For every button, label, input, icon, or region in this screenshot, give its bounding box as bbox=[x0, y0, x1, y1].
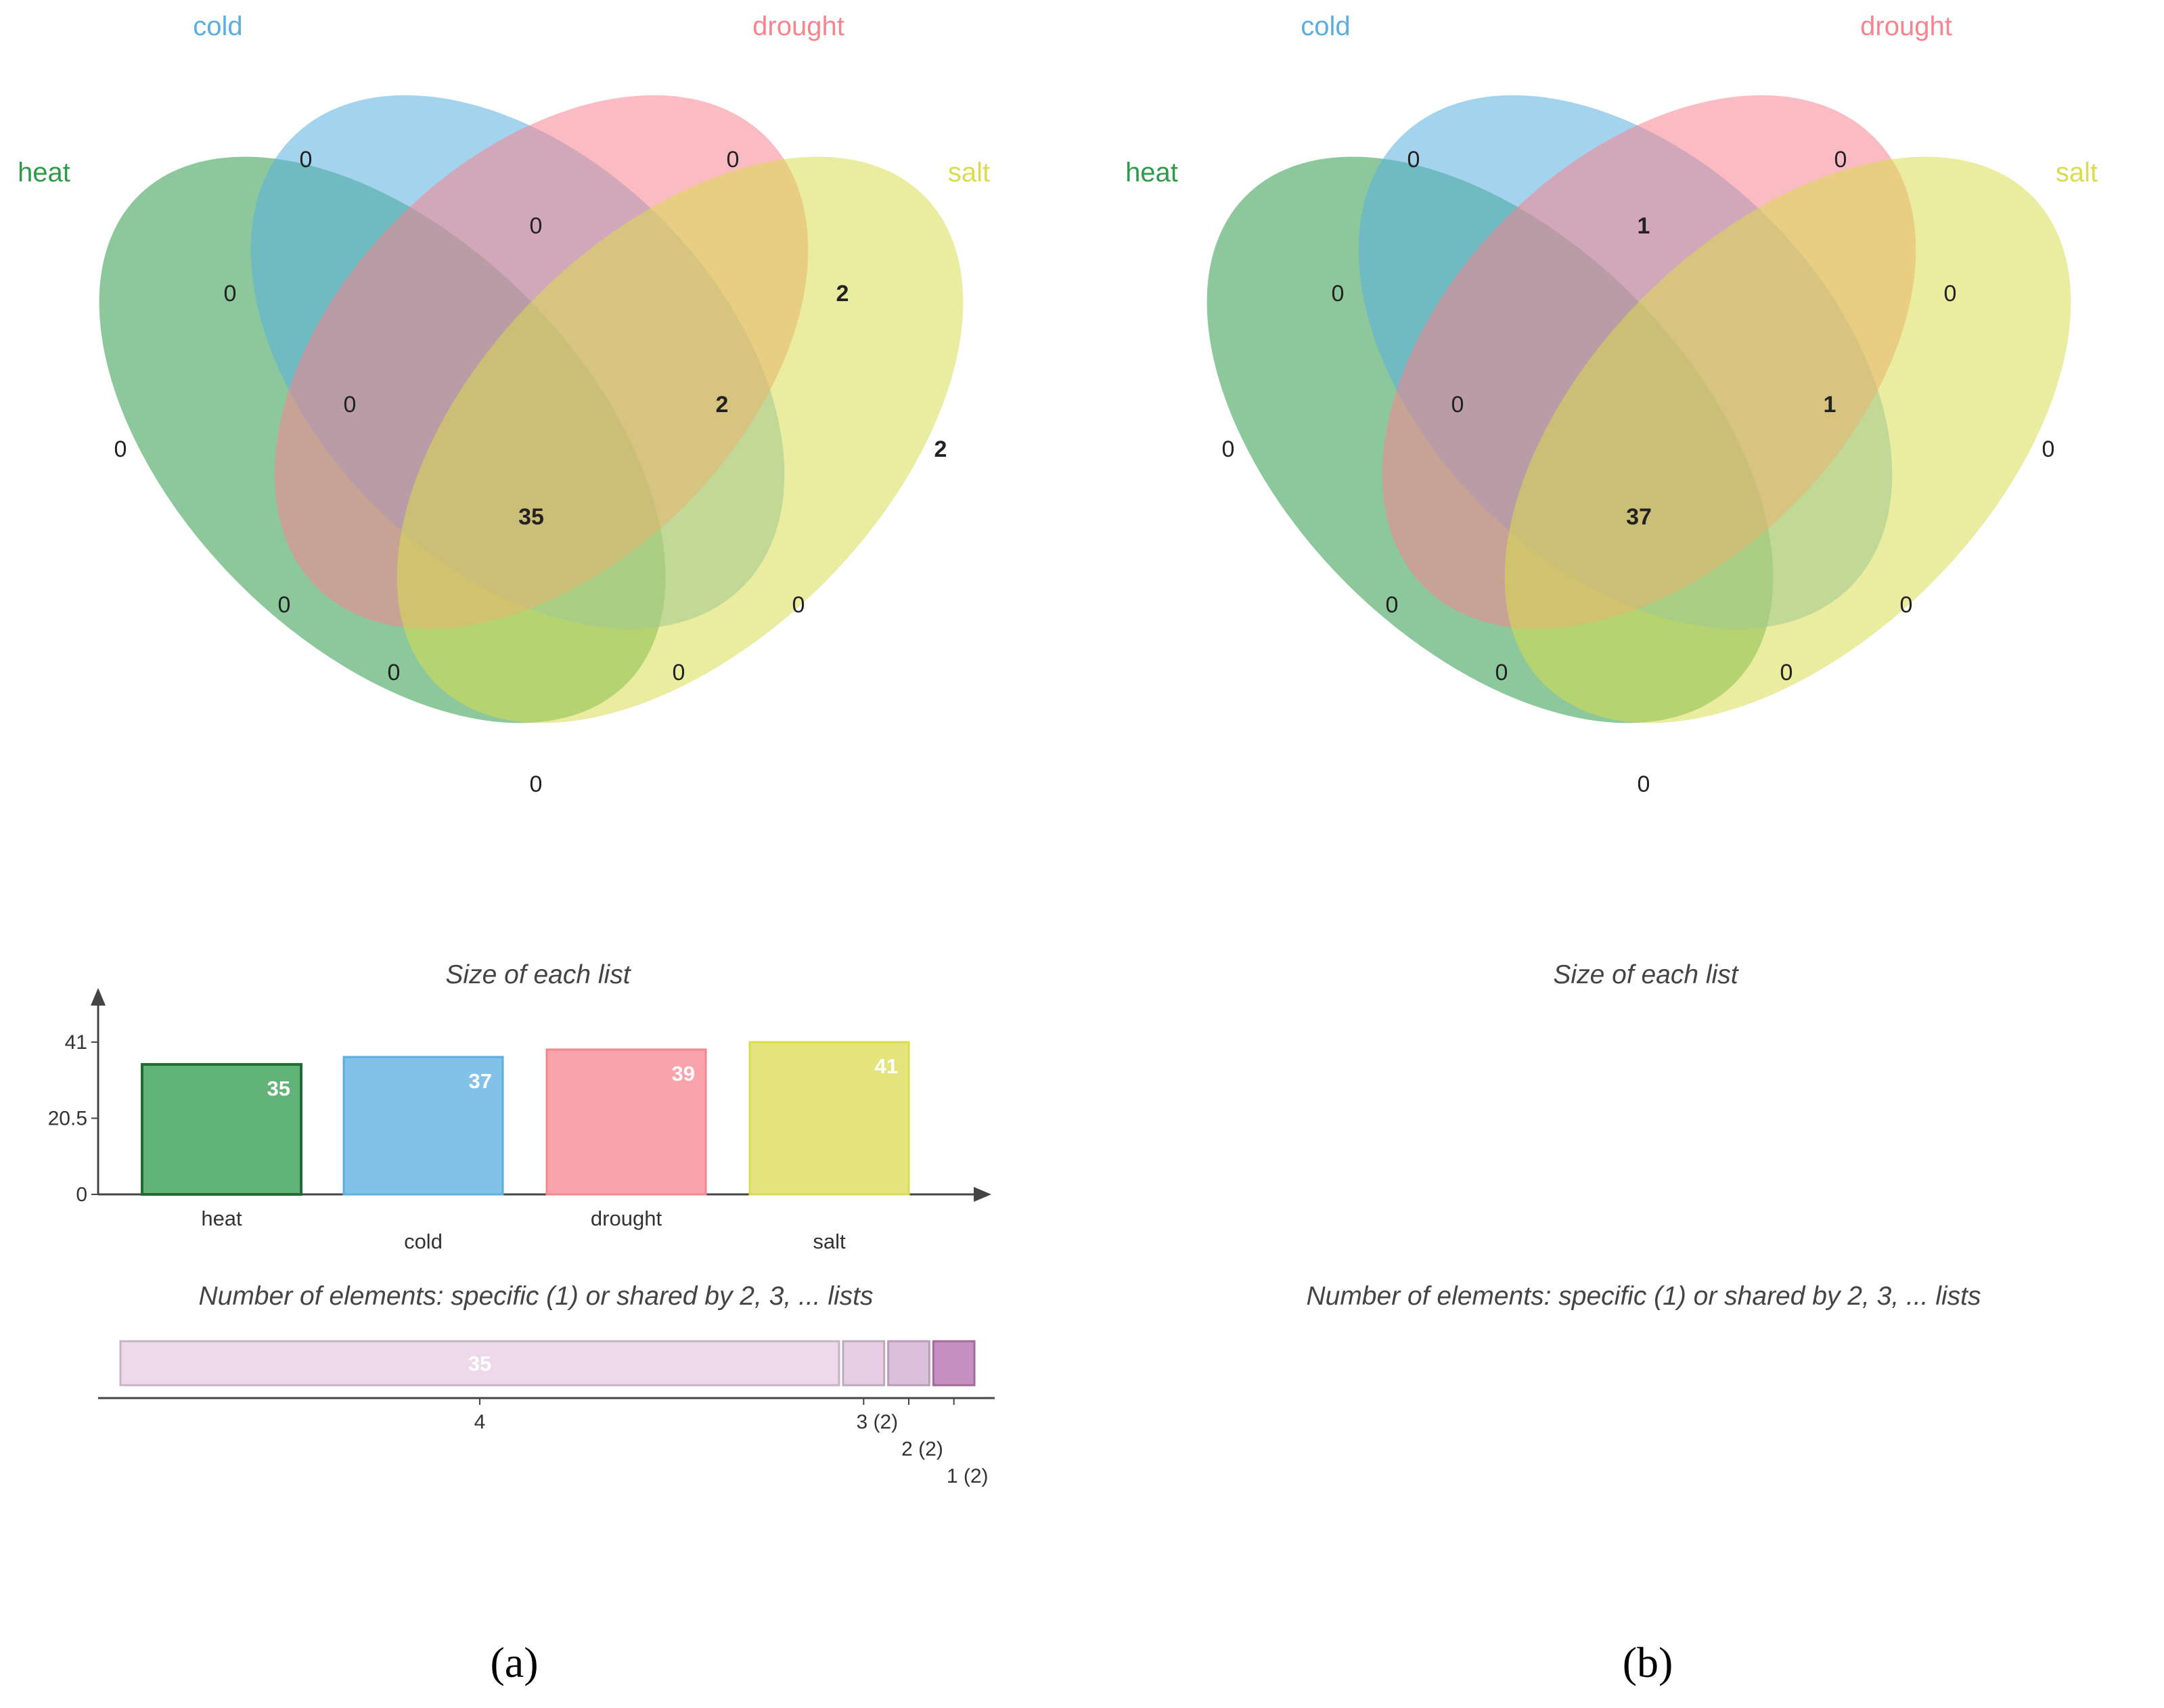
region-count-heat-drought-salt: 0 bbox=[1495, 660, 1508, 686]
region-count-heat-drought-salt: 0 bbox=[388, 660, 401, 686]
set-label-drought: drought bbox=[752, 12, 844, 41]
shared-segment-1 bbox=[842, 1340, 886, 1387]
region-count-heat-cold-drought: 0 bbox=[344, 392, 357, 418]
region-count-heat-drought: 0 bbox=[1386, 592, 1399, 618]
region-count-heat: 0 bbox=[1222, 436, 1235, 462]
panel-caption: (a) bbox=[490, 1638, 538, 1686]
region-count-heat: 0 bbox=[114, 436, 127, 462]
region-count-salt: 2 bbox=[934, 436, 947, 462]
bar-value-salt: 41 bbox=[875, 1054, 898, 1078]
venn-ellipse-salt bbox=[397, 156, 964, 723]
region-count-cold-drought-salt: 2 bbox=[716, 392, 729, 418]
venn-ellipse-salt bbox=[1504, 156, 2071, 723]
shared-segment-3 bbox=[932, 1340, 976, 1387]
shared-tick-label: 2 (2) bbox=[901, 1438, 943, 1460]
y-tick-label: 41 bbox=[65, 1031, 87, 1054]
region-count-cold-drought-salt: 1 bbox=[1824, 392, 1836, 418]
region-count-cold-drought: 1 bbox=[1638, 213, 1650, 239]
region-count-cold-drought: 0 bbox=[530, 213, 543, 239]
y-tick-label: 20.5 bbox=[48, 1108, 87, 1130]
bar-chart-title: Size of each list bbox=[445, 960, 631, 989]
list-size-chart: Size of each list 41 20.5 0 35 heat 37 cold 39 dr… bbox=[48, 960, 991, 1253]
region-count-heat-cold-drought: 0 bbox=[1451, 392, 1464, 418]
set-label-salt: salt bbox=[2056, 158, 2098, 187]
region-count-heat-drought: 0 bbox=[278, 592, 291, 618]
bar-value-drought: 39 bbox=[672, 1062, 695, 1085]
bar-heat bbox=[141, 1062, 302, 1196]
bar-value-heat: 35 bbox=[267, 1077, 290, 1100]
set-label-cold: cold bbox=[1301, 12, 1350, 41]
shared-chart-title: Number of elements: specific (1) or shar… bbox=[1306, 1282, 1981, 1311]
region-count-cold: 0 bbox=[1407, 147, 1420, 173]
region-count-heat-cold-drought-salt: 37 bbox=[1626, 504, 1652, 530]
region-count-cold-salt: 0 bbox=[1900, 592, 1913, 618]
shared-tick-label: 4 bbox=[474, 1411, 486, 1433]
shared-segment-value: 35 bbox=[468, 1352, 491, 1376]
category-label-drought: drought bbox=[591, 1207, 662, 1230]
region-count-drought-salt: 0 bbox=[1944, 281, 1957, 307]
bar-chart-title: Size of each list bbox=[1553, 960, 1739, 989]
region-count-heat-cold-salt: 0 bbox=[673, 660, 685, 686]
region-count-drought: 0 bbox=[727, 147, 740, 173]
region-count-heat-cold-drought-salt: 35 bbox=[518, 504, 544, 530]
region-count-cold: 0 bbox=[300, 147, 313, 173]
category-label-salt: salt bbox=[813, 1230, 846, 1253]
region-count-heat-salt: 0 bbox=[1638, 771, 1650, 797]
shared-chart-title: Number of elements: specific (1) or shar… bbox=[198, 1282, 873, 1311]
bar-value-cold: 37 bbox=[469, 1069, 492, 1093]
category-label-cold: cold bbox=[404, 1230, 443, 1253]
region-count-heat-salt: 0 bbox=[530, 771, 543, 797]
venn-diagram: heat cold drought salt 0 0 1 0 0 0 0 1 0 37 0 0 0 0 0 bbox=[1125, 12, 2098, 797]
region-count-heat-cold: 0 bbox=[1332, 281, 1345, 307]
shared-segment-0 bbox=[119, 1340, 840, 1387]
panel-b: heat cold drought salt 0 0 1 0 0 0 0 1 0 37 0 0 0 0 0 Size … bbox=[1125, 12, 2098, 1686]
y-tick-label: 0 bbox=[76, 1184, 87, 1206]
shared-elements-chart: Number of elements: specific (1) or shar… bbox=[98, 1282, 995, 1487]
x-axis-arrow bbox=[974, 1187, 991, 1202]
shared-tick-label: 3 (2) bbox=[856, 1411, 898, 1433]
venn-diagram: heat cold drought salt 0 0 0 0 2 0 0 2 2 35 0 0 0 0 0 bbox=[18, 12, 990, 797]
region-count-heat-cold: 0 bbox=[224, 281, 237, 307]
set-label-drought: drought bbox=[1860, 12, 1952, 41]
region-count-heat-cold-salt: 0 bbox=[1780, 660, 1793, 686]
region-count-salt: 0 bbox=[2042, 436, 2055, 462]
shared-tick-label: 1 (2) bbox=[947, 1465, 989, 1487]
set-label-heat: heat bbox=[18, 158, 70, 187]
region-count-drought: 0 bbox=[1834, 147, 1847, 173]
panel-caption: (b) bbox=[1623, 1638, 1673, 1686]
shared-segment-2 bbox=[887, 1340, 930, 1387]
bar-cold bbox=[342, 1056, 504, 1196]
y-axis-arrow bbox=[91, 988, 106, 1006]
list-size-chart: Size of each list3919.5037heat39cold39dr… bbox=[1553, 960, 1739, 989]
shared-elements-chart: Number of elements: specific (1) or shar… bbox=[1306, 1282, 1981, 1311]
set-label-cold: cold bbox=[193, 12, 242, 41]
set-label-salt: salt bbox=[948, 158, 990, 187]
region-count-drought-salt: 2 bbox=[836, 281, 849, 307]
bar-drought bbox=[545, 1048, 707, 1196]
set-label-heat: heat bbox=[1125, 158, 1178, 187]
bar-salt bbox=[748, 1041, 910, 1196]
region-count-cold-salt: 0 bbox=[792, 592, 805, 618]
category-label-heat: heat bbox=[201, 1207, 242, 1230]
